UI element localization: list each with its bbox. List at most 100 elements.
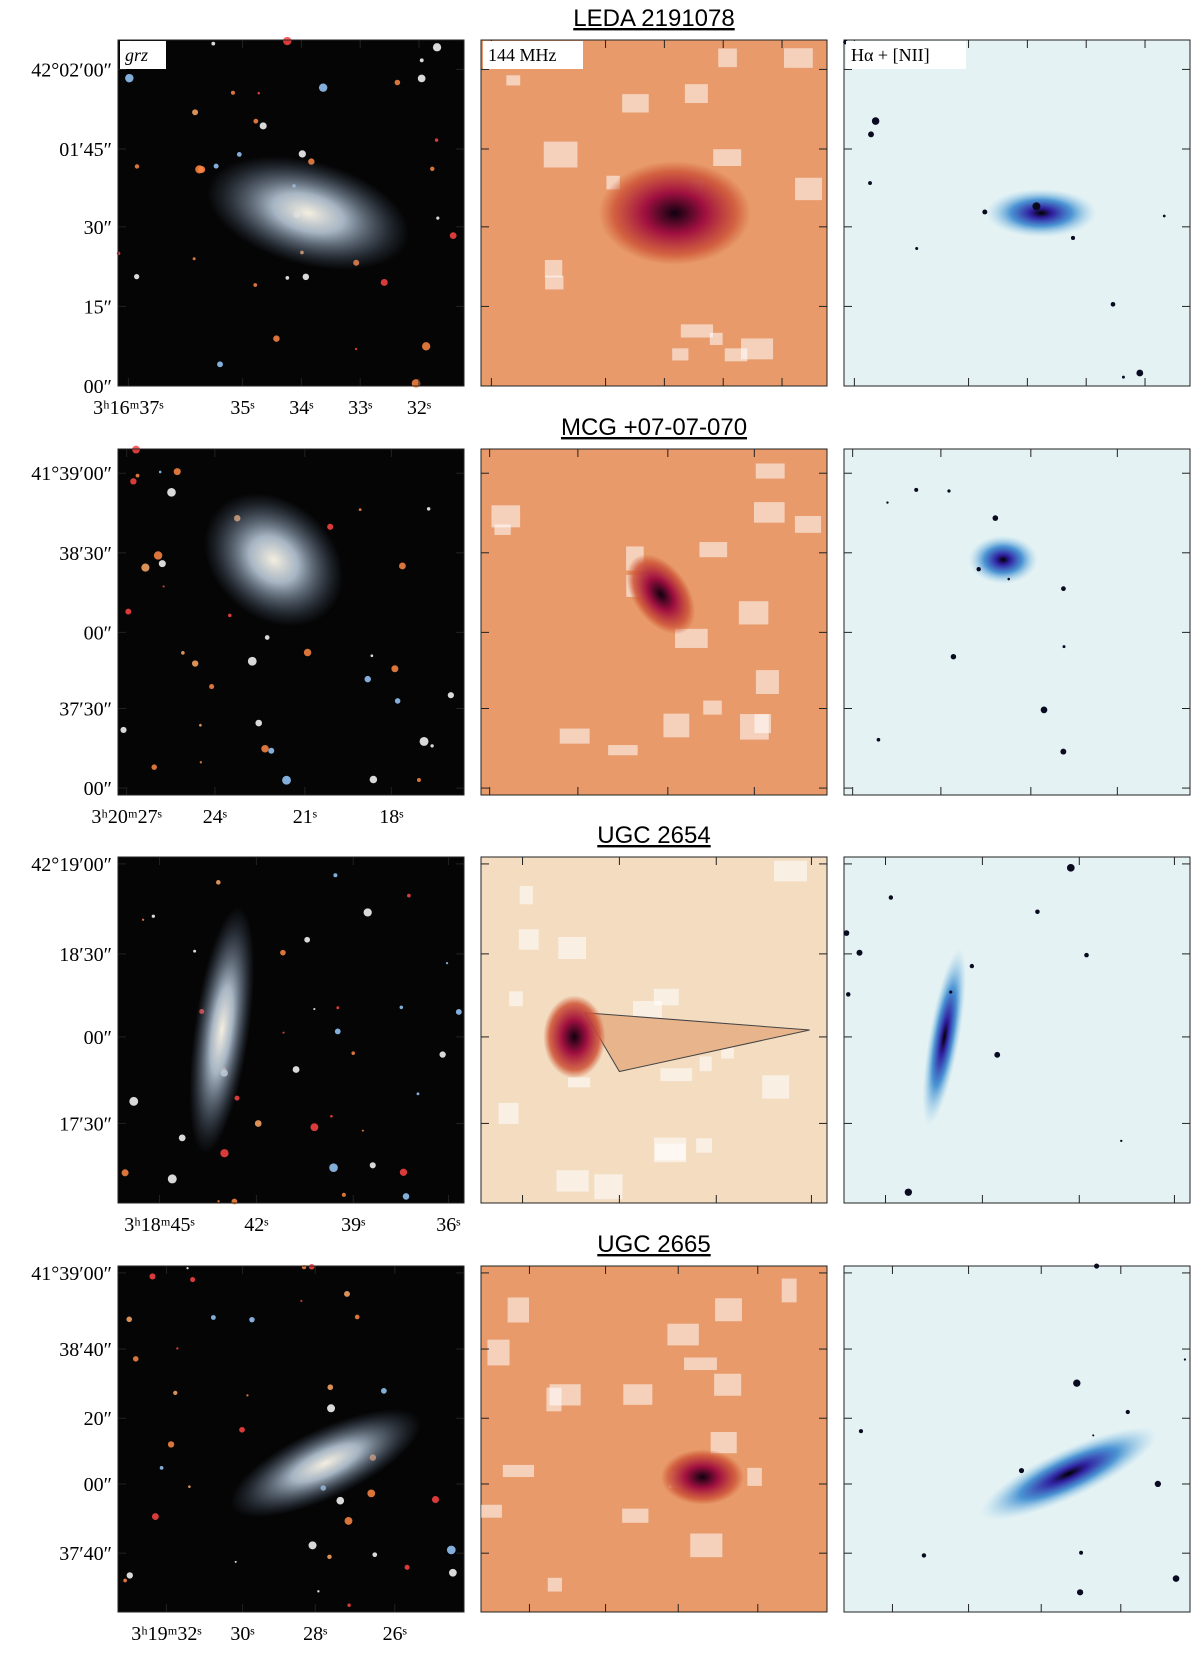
- star: [257, 91, 261, 95]
- star: [167, 1174, 177, 1184]
- x-tick-label: 35ˢ: [230, 397, 254, 419]
- star: [344, 1290, 350, 1297]
- noise: [690, 1533, 723, 1558]
- point-source: [1136, 369, 1144, 377]
- star: [167, 488, 176, 497]
- star: [448, 1568, 457, 1577]
- star: [372, 1552, 378, 1558]
- noise: [622, 1508, 649, 1523]
- noise: [794, 515, 822, 533]
- label-box: [846, 41, 966, 69]
- noise: [755, 463, 785, 479]
- y-tick-label: 37′40″: [59, 1543, 112, 1565]
- x-tick-label: 34ˢ: [289, 397, 313, 419]
- star: [439, 1051, 446, 1058]
- star: [370, 654, 374, 658]
- star: [191, 660, 199, 667]
- frame: [117, 448, 465, 796]
- star: [273, 335, 280, 342]
- star: [399, 1005, 404, 1010]
- star: [239, 1426, 245, 1433]
- star: [310, 1123, 319, 1132]
- star: [149, 1273, 156, 1280]
- noise: [715, 1298, 742, 1322]
- noise: [675, 628, 708, 648]
- galaxy: [207, 156, 410, 270]
- noise: [623, 1384, 653, 1405]
- y-tick-label: 00″: [84, 1027, 112, 1049]
- noise: [710, 1432, 737, 1454]
- star: [125, 608, 132, 615]
- noise: [502, 1464, 535, 1478]
- star: [178, 1134, 186, 1142]
- point-source: [1110, 302, 1116, 307]
- radio-image: [480, 1265, 828, 1613]
- y-tick-label: 37′30″: [59, 699, 112, 721]
- star: [188, 1485, 191, 1488]
- frame: [117, 856, 465, 1204]
- radio-source: [598, 161, 751, 265]
- point-source: [1079, 1550, 1084, 1555]
- noise: [509, 991, 523, 1007]
- star: [159, 1465, 164, 1470]
- point-source: [1120, 1139, 1123, 1143]
- noise: [781, 1278, 797, 1303]
- star: [351, 1051, 355, 1055]
- point-source: [969, 963, 975, 969]
- y-tick-label: 30″: [84, 217, 112, 239]
- galaxy: [230, 1409, 421, 1518]
- noise: [714, 1373, 742, 1396]
- star: [181, 651, 185, 655]
- y-tick-label: 41°39′00″: [31, 463, 112, 485]
- x-tick-label: 28ˢ: [303, 1623, 327, 1645]
- star: [162, 585, 165, 588]
- star: [404, 1564, 410, 1570]
- point-source: [1076, 1589, 1084, 1596]
- star: [264, 635, 270, 640]
- star: [134, 273, 140, 280]
- point-source: [1062, 645, 1066, 649]
- x-tick-label: 3ʰ20ᵐ27ˢ: [91, 806, 161, 828]
- noise: [784, 48, 813, 68]
- point-source: [876, 737, 881, 742]
- y-tick-label: 20″: [84, 1408, 112, 1430]
- star: [327, 1554, 332, 1560]
- star: [419, 58, 424, 63]
- star: [407, 893, 411, 898]
- star: [304, 936, 311, 943]
- x-tick-label: 36ˢ: [436, 1214, 460, 1236]
- point-source: [1035, 909, 1040, 915]
- noise: [684, 84, 708, 104]
- noise: [507, 1297, 530, 1323]
- y-tick-label: 00″: [84, 622, 112, 644]
- star: [436, 216, 440, 220]
- halpha-source: [968, 535, 1038, 584]
- star: [210, 1315, 216, 1320]
- noise: [518, 929, 539, 950]
- star: [334, 1028, 341, 1035]
- y-tick-label: 38′30″: [59, 543, 112, 565]
- noise: [680, 324, 714, 338]
- star: [358, 508, 362, 512]
- star: [380, 1387, 387, 1394]
- star: [391, 665, 399, 673]
- label-box: [483, 41, 583, 69]
- point-source: [1162, 214, 1166, 218]
- point-source: [888, 895, 894, 900]
- halpha-image: [843, 856, 1191, 1204]
- noise: [544, 260, 563, 278]
- star: [447, 692, 454, 699]
- point-source: [914, 487, 919, 492]
- star: [329, 1163, 338, 1172]
- point-source: [1154, 1480, 1161, 1488]
- star: [151, 1513, 159, 1520]
- point-source: [1092, 1434, 1095, 1437]
- star: [327, 1404, 336, 1413]
- noise: [491, 505, 521, 528]
- star: [300, 1299, 303, 1302]
- star: [261, 744, 269, 753]
- noise: [738, 601, 769, 625]
- y-tick-label: 38′40″: [59, 1339, 112, 1361]
- point-source: [904, 1188, 912, 1196]
- frame: [117, 1265, 465, 1613]
